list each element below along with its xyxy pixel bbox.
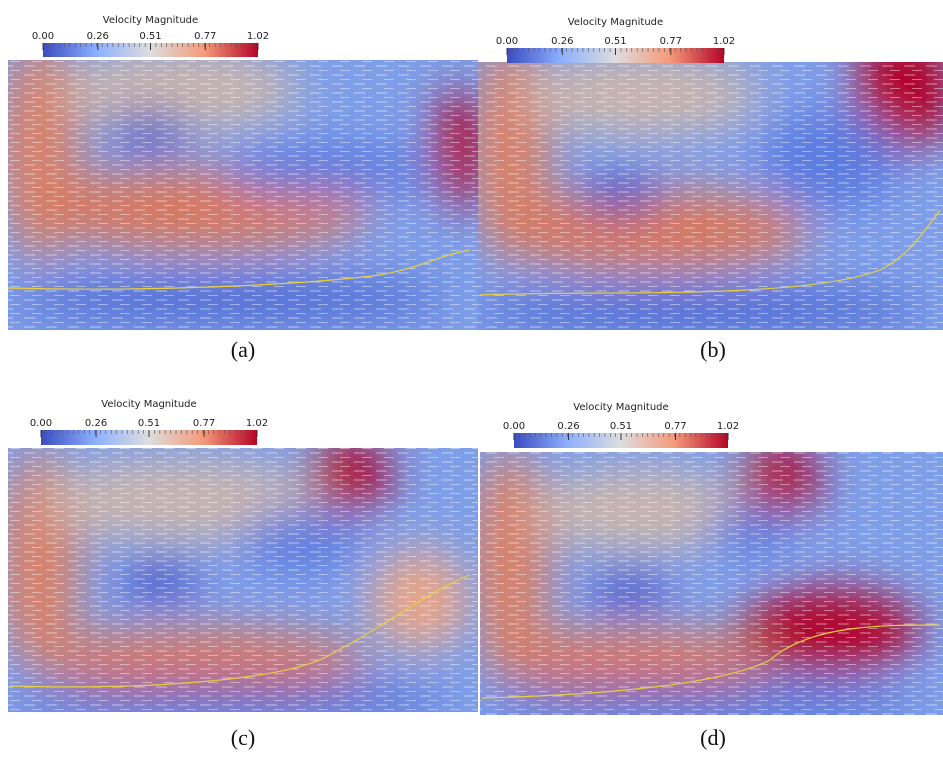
- colorbar-tick-label: 0.77: [660, 36, 682, 47]
- streamline-glyphs: [478, 62, 943, 330]
- panel-caption: (a): [231, 337, 255, 362]
- panel: Velocity Magnitude 0.00 0.26 0.51 0.77 1.02 (b…: [470, 17, 943, 362]
- flow-field-image: [470, 30, 943, 330]
- colorbar-title: Velocity Magnitude: [573, 402, 668, 413]
- colorbar-tick-label: 0.26: [551, 36, 573, 47]
- panel: Velocity Magnitude 0.00 0.26 0.51 0.77 1.02 (c…: [0, 399, 478, 750]
- colorbar-tick-label: 0.00: [32, 31, 54, 42]
- colorbar-tick-label: 0.51: [604, 36, 626, 47]
- panel-caption: (c): [231, 725, 255, 750]
- colorbar-tick-label: 1.02: [246, 418, 268, 429]
- panel-caption: (d): [700, 725, 726, 750]
- figure: Velocity Magnitude 0.00 0.26 0.51 0.77 1.02 (a…: [0, 0, 943, 758]
- colorbar-tick-label: 1.02: [713, 36, 735, 47]
- flow-field-image: [0, 40, 485, 330]
- streamline-glyphs: [480, 452, 943, 715]
- colorbar-tick-label: 0.51: [610, 421, 632, 432]
- colorbar-tick-label: 0.77: [193, 418, 215, 429]
- flow-field-image: [470, 445, 943, 715]
- colorbar-title: Velocity Magnitude: [568, 17, 663, 28]
- colorbar-tick-label: 0.00: [30, 418, 52, 429]
- colorbar-tick-label: 0.77: [664, 421, 686, 432]
- colorbar-tick-label: 0.51: [138, 418, 160, 429]
- colorbar-tick-label: 1.02: [247, 31, 269, 42]
- panel: Velocity Magnitude 0.00 0.26 0.51 0.77 1.02 (d…: [470, 402, 943, 750]
- colorbar-tick-label: 0.26: [557, 421, 579, 432]
- flow-field-image: [0, 440, 478, 715]
- colorbar-tick-label: 0.00: [503, 421, 525, 432]
- colorbar-title: Velocity Magnitude: [103, 15, 198, 26]
- colorbar-tick-label: 0.26: [85, 418, 107, 429]
- colorbar-tick-label: 0.51: [139, 31, 161, 42]
- colorbar-tick-label: 1.02: [717, 421, 739, 432]
- colorbar-tick-label: 0.77: [194, 31, 216, 42]
- colorbar-tick-label: 0.26: [87, 31, 109, 42]
- panel: Velocity Magnitude 0.00 0.26 0.51 0.77 1.02 (a…: [0, 15, 485, 362]
- colorbar-tick-label: 0.00: [496, 36, 518, 47]
- streamline-glyphs: [8, 448, 478, 712]
- panel-caption: (b): [700, 337, 726, 362]
- colorbar-title: Velocity Magnitude: [101, 399, 196, 410]
